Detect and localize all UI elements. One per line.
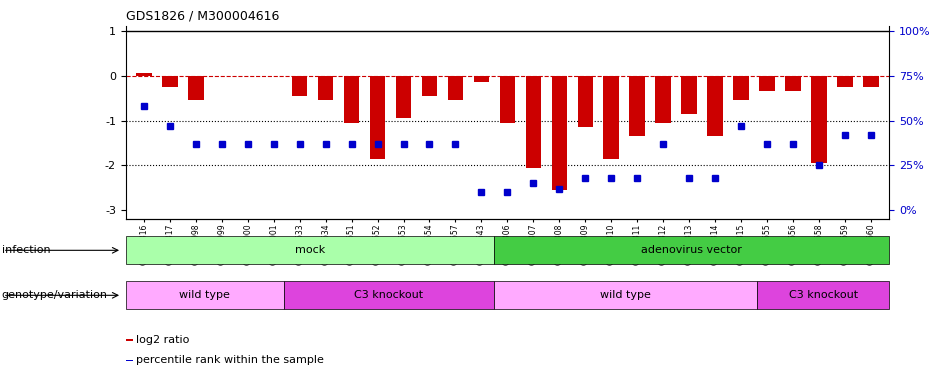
Bar [292, 76, 307, 96]
Text: mock: mock [295, 245, 325, 255]
Text: log2 ratio: log2 ratio [136, 335, 190, 345]
Bar [551, 76, 567, 190]
FancyBboxPatch shape [284, 281, 494, 309]
Bar [500, 76, 515, 123]
Text: C3 knockout: C3 knockout [789, 290, 857, 300]
Bar [370, 76, 385, 159]
FancyBboxPatch shape [494, 236, 889, 264]
Bar [603, 76, 619, 159]
FancyBboxPatch shape [126, 281, 284, 309]
Bar [162, 76, 178, 87]
Bar [863, 76, 879, 87]
Bar [396, 76, 412, 118]
FancyBboxPatch shape [494, 281, 758, 309]
Bar [734, 76, 749, 100]
Text: C3 knockout: C3 knockout [355, 290, 424, 300]
Text: wild type: wild type [180, 290, 230, 300]
Bar [136, 74, 152, 76]
Bar [317, 76, 333, 100]
Bar [708, 76, 722, 136]
Bar [126, 360, 132, 361]
FancyBboxPatch shape [126, 236, 494, 264]
Bar [126, 339, 132, 340]
Text: wild type: wild type [600, 290, 652, 300]
Bar [474, 76, 489, 82]
Bar [188, 76, 204, 100]
Text: infection: infection [2, 245, 50, 255]
Text: percentile rank within the sample: percentile rank within the sample [136, 356, 324, 365]
Bar [422, 76, 438, 96]
Bar [811, 76, 827, 163]
Bar [785, 76, 801, 92]
Bar [837, 76, 853, 87]
Bar [681, 76, 697, 114]
Bar [655, 76, 671, 123]
Text: genotype/variation: genotype/variation [2, 290, 108, 300]
Bar [577, 76, 593, 127]
Bar [448, 76, 464, 100]
Bar [760, 76, 775, 92]
Bar [629, 76, 645, 136]
Bar [526, 76, 541, 168]
FancyBboxPatch shape [758, 281, 889, 309]
Text: adenovirus vector: adenovirus vector [641, 245, 742, 255]
Bar [344, 76, 359, 123]
Text: GDS1826 / M300004616: GDS1826 / M300004616 [126, 9, 279, 22]
